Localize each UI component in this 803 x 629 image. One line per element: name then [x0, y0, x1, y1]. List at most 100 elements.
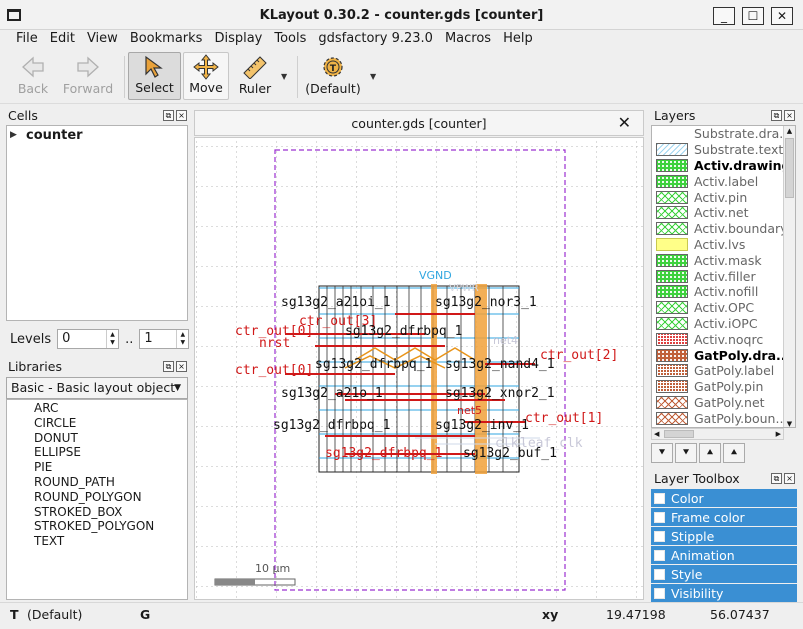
toolbox-animation[interactable]: Animation	[651, 546, 797, 564]
toolbox-visibility[interactable]: Visibility	[651, 584, 797, 602]
close-icon[interactable]: ×	[784, 473, 795, 484]
layer-row[interactable]: Activ.pin	[652, 189, 795, 205]
layer-row[interactable]: GatPoly.pin	[652, 379, 795, 395]
checkbox-icon[interactable]	[654, 511, 665, 523]
library-select[interactable]: Basic - Basic layout object ▼	[6, 377, 188, 399]
toolbox-color[interactable]: Color	[651, 489, 797, 507]
checkbox-icon[interactable]	[654, 530, 665, 542]
list-item[interactable]: ROUND_PATH	[34, 474, 115, 489]
list-item[interactable]: STROKED_POLYGON	[34, 519, 155, 534]
level-to-spinbox[interactable]: 1 ▲ ▼	[139, 329, 190, 349]
layer-row[interactable]: GatPoly.net	[652, 395, 795, 411]
layers-list[interactable]: Substrate.dra... Substrate.text Activ.draw…	[651, 125, 796, 428]
status-mode: T	[10, 607, 19, 622]
ruler-button[interactable]: Ruler	[234, 52, 276, 100]
toolbox-label: Color	[671, 490, 704, 506]
move-top-icon[interactable]: ⯅	[723, 443, 745, 463]
default-dropdown-arrow-icon[interactable]: ▼	[370, 72, 377, 81]
scroll-right-icon[interactable]: ▶	[775, 430, 781, 438]
menu-gdsfactory[interactable]: gdsfactory 9.23.0	[318, 31, 433, 46]
float-icon[interactable]: ⧉	[771, 473, 782, 484]
layer-row[interactable]: Activ.iOPC	[652, 316, 795, 332]
layer-row[interactable]: Activ.nofill	[652, 284, 795, 300]
window-icon[interactable]	[7, 9, 21, 21]
move-up-icon[interactable]: ⯅	[699, 443, 721, 463]
default-mode-button[interactable]: T (Default)	[304, 52, 362, 100]
menu-bookmarks[interactable]: Bookmarks	[129, 31, 203, 46]
default-label: (Default)	[305, 81, 361, 96]
layer-row[interactable]: Substrate.text	[652, 142, 795, 158]
checkbox-icon[interactable]	[654, 568, 665, 580]
close-tab-icon[interactable]: ✕	[617, 113, 631, 132]
move-down-icon[interactable]: ⯆	[651, 443, 673, 463]
layer-row[interactable]: Activ.label	[652, 173, 795, 189]
layer-row[interactable]: Activ.noqrc	[652, 331, 795, 347]
ruler-dropdown-arrow-icon[interactable]: ▼	[281, 72, 288, 81]
layer-row[interactable]: Activ.lvs	[652, 237, 795, 253]
chevron-down-icon: ▼	[174, 383, 181, 393]
layout-tab[interactable]: counter.gds [counter] ✕	[194, 110, 644, 136]
move-bottom-icon[interactable]: ⯆	[675, 443, 697, 463]
horizontal-scrollbar[interactable]: ◀ ▶	[651, 428, 784, 440]
scrollbar[interactable]: ▲ ▼	[783, 126, 795, 428]
close-button[interactable]: ✕	[771, 7, 793, 25]
float-icon[interactable]: ⧉	[163, 110, 174, 121]
layer-row[interactable]: Activ.OPC	[652, 300, 795, 316]
toolbox-style[interactable]: Style	[651, 565, 797, 583]
layer-row[interactable]: Activ.net	[652, 205, 795, 221]
checkbox-icon[interactable]	[654, 492, 665, 504]
list-item[interactable]: TEXT	[34, 534, 65, 549]
scrollbar-thumb[interactable]	[785, 138, 794, 198]
spin-arrows-icon[interactable]: ▲ ▼	[176, 330, 188, 348]
menu-macros[interactable]: Macros	[444, 31, 492, 46]
list-item[interactable]: DONUT	[34, 430, 78, 445]
layer-row[interactable]: Activ.boundary	[652, 221, 795, 237]
select-label: Select	[135, 80, 174, 95]
list-item[interactable]: PIE	[34, 460, 53, 475]
scrollbar-thumb[interactable]	[664, 430, 694, 438]
back-button[interactable]: Back	[12, 52, 54, 100]
layer-row[interactable]: Activ.drawing	[652, 158, 795, 174]
scroll-up-icon[interactable]: ▲	[786, 127, 793, 135]
list-item[interactable]: CIRCLE	[34, 415, 77, 430]
menu-file[interactable]: File	[16, 31, 38, 46]
forward-button[interactable]: Forward	[60, 52, 116, 100]
layer-row[interactable]: Activ.mask	[652, 252, 795, 268]
select-button[interactable]: Select	[128, 52, 181, 100]
list-item[interactable]: ARC	[34, 401, 59, 415]
maximize-button[interactable]: ☐	[742, 7, 764, 25]
level-from-spinbox[interactable]: 0 ▲ ▼	[57, 329, 120, 349]
menu-help[interactable]: Help	[503, 31, 533, 46]
close-icon[interactable]: ×	[176, 361, 187, 372]
menu-tools[interactable]: Tools	[274, 31, 307, 46]
float-icon[interactable]: ⧉	[771, 110, 782, 121]
menu-view[interactable]: View	[86, 31, 118, 46]
library-list[interactable]: ARC CIRCLE DONUT ELLIPSE PIE ROUND_PATH …	[6, 399, 188, 600]
toolbox-frame-color[interactable]: Frame color	[651, 508, 797, 526]
scroll-down-icon[interactable]: ▼	[786, 420, 793, 428]
layer-row[interactable]: GatPoly.dra...	[652, 347, 795, 363]
minimize-button[interactable]: _	[713, 7, 735, 25]
layout-canvas[interactable]: VGND VPWR sg13g2_a21oi_1 sg13g2_nor3_1 c…	[194, 137, 644, 600]
layer-row[interactable]: GatPoly.boun...	[652, 410, 795, 426]
list-item[interactable]: ROUND_POLYGON	[34, 489, 142, 504]
menu-display[interactable]: Display	[214, 31, 263, 46]
close-icon[interactable]: ×	[784, 110, 795, 121]
spin-arrows-icon[interactable]: ▲ ▼	[106, 330, 118, 348]
checkbox-icon[interactable]	[654, 587, 665, 599]
cells-tree[interactable]: ▶ counter	[6, 125, 188, 321]
list-item[interactable]: STROKED_BOX	[34, 504, 123, 519]
checkbox-icon[interactable]	[654, 549, 665, 561]
toolbox-stipple[interactable]: Stipple	[651, 527, 797, 545]
float-icon[interactable]: ⧉	[163, 361, 174, 372]
list-item[interactable]: ELLIPSE	[34, 445, 81, 460]
expand-arrow-icon[interactable]: ▶	[10, 130, 17, 140]
scroll-left-icon[interactable]: ◀	[654, 430, 660, 438]
close-icon[interactable]: ×	[176, 110, 187, 121]
layer-row[interactable]: Activ.filler	[652, 268, 795, 284]
tree-item-counter[interactable]: ▶ counter	[7, 126, 187, 144]
layer-row[interactable]: GatPoly.label	[652, 363, 795, 379]
move-button[interactable]: Move	[183, 52, 229, 100]
layer-row[interactable]: Substrate.dra...	[652, 126, 795, 142]
menu-edit[interactable]: Edit	[49, 31, 75, 46]
